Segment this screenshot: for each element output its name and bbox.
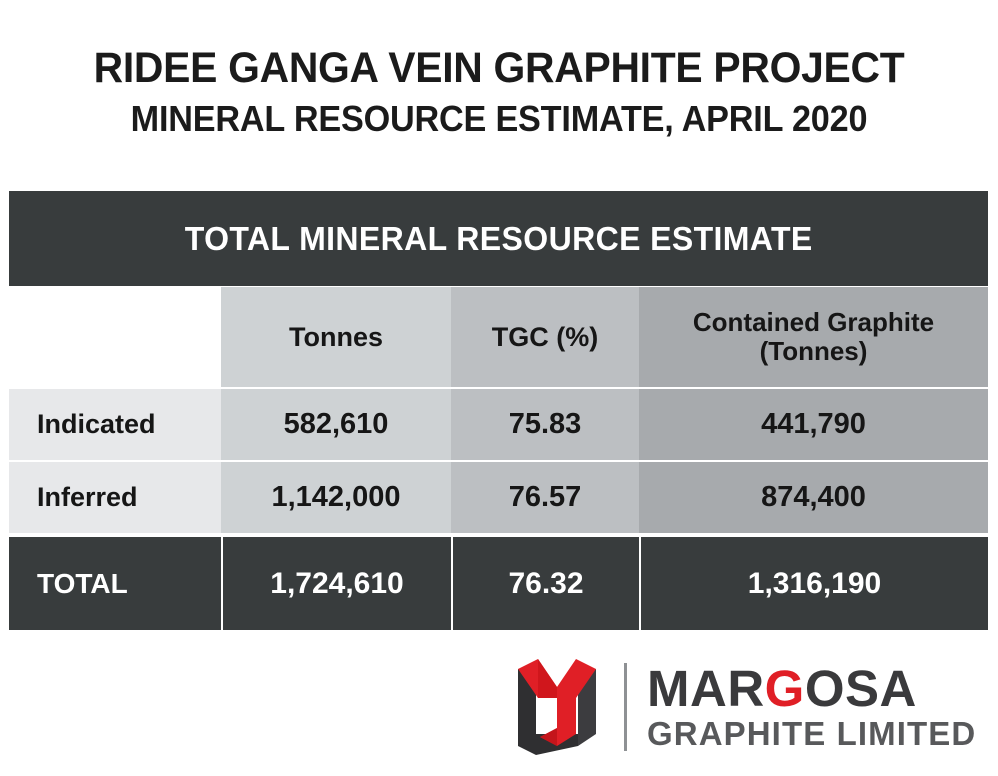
row-category-indicated: Indicated <box>9 389 221 460</box>
column-header-contained-graphite: Contained Graphite (Tonnes) <box>639 287 988 387</box>
cell-total-tonnes: 1,724,610 <box>221 537 451 630</box>
table-row: Indicated 582,610 75.83 441,790 <box>9 389 988 460</box>
brand-tagline: GRAPHITE LIMITED <box>647 714 977 752</box>
table-row: Inferred 1,142,000 76.57 874,400 <box>9 462 988 533</box>
cell-inferred-tonnes: 1,142,000 <box>221 462 451 533</box>
cell-indicated-tonnes: 582,610 <box>221 389 451 460</box>
brand-name-part-2: OSA <box>804 660 917 718</box>
mineral-resource-table: TOTAL MINERAL RESOURCE ESTIMATE Tonnes T… <box>9 191 988 630</box>
cell-indicated-contained-graphite: 441,790 <box>639 389 988 460</box>
project-subtitle-line: MINERAL RESOURCE ESTIMATE, APRIL 2020 <box>130 98 868 140</box>
cell-indicated-tgc: 75.83 <box>451 389 639 460</box>
logo-divider <box>624 663 627 751</box>
brand-name-accent-letter: G <box>764 660 805 718</box>
brand-name: MARGOSA <box>647 663 976 714</box>
margosa-logo: MARGOSA GRAPHITE LIMITED <box>496 648 976 766</box>
margosa-g-monogram-icon <box>518 659 596 755</box>
column-header-tonnes: Tonnes <box>221 287 451 387</box>
cell-inferred-tgc: 76.57 <box>451 462 639 533</box>
table-banner-label: TOTAL MINERAL RESOURCE ESTIMATE <box>184 219 813 257</box>
project-title-line: RIDEE GANGA VEIN GRAPHITE PROJECT <box>93 44 905 92</box>
row-category-total: TOTAL <box>9 537 221 630</box>
page-title: RIDEE GANGA VEIN GRAPHITE PROJECT MINERA… <box>0 44 998 141</box>
cell-inferred-contained-graphite: 874,400 <box>639 462 988 533</box>
brand-name-part-1: MAR <box>647 660 765 718</box>
column-header-category <box>9 287 221 387</box>
table-total-row: TOTAL 1,724,610 76.32 1,316,190 <box>9 537 988 630</box>
table-header-row: Tonnes TGC (%) Contained Graphite (Tonne… <box>9 287 988 387</box>
column-header-tgc: TGC (%) <box>451 287 639 387</box>
row-category-inferred: Inferred <box>9 462 221 533</box>
cell-total-tgc: 76.32 <box>451 537 639 630</box>
table-banner: TOTAL MINERAL RESOURCE ESTIMATE <box>9 191 988 286</box>
cell-total-contained-graphite: 1,316,190 <box>639 537 988 630</box>
logo-wordmark: MARGOSA GRAPHITE LIMITED <box>647 663 977 752</box>
